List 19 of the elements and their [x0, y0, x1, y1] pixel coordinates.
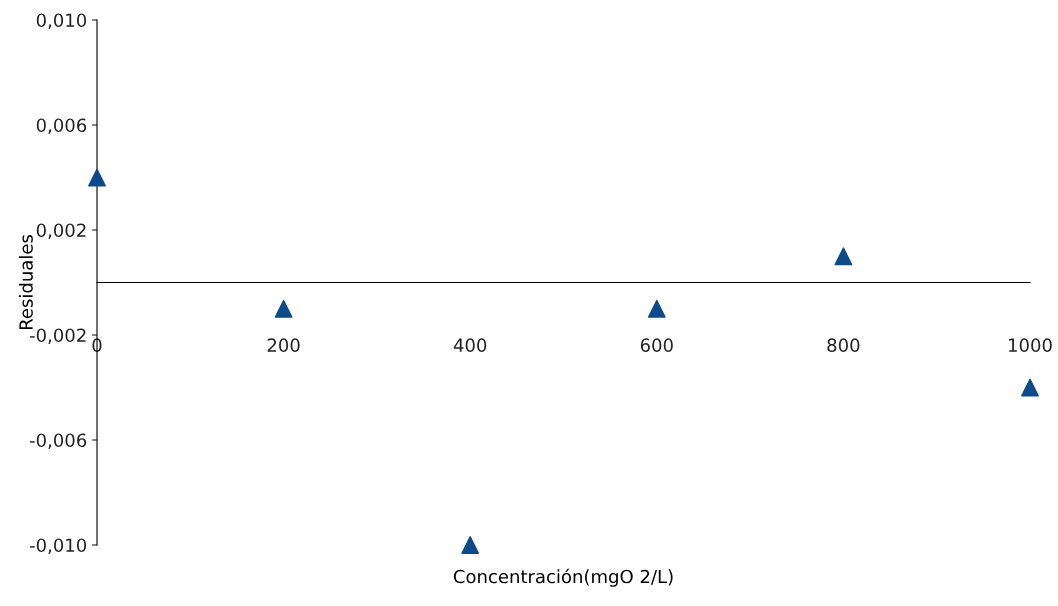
x-tick-label: 800	[827, 338, 860, 353]
y-tick-label: -0,010	[29, 538, 87, 554]
point	[274, 299, 293, 318]
x-tick-label: 1000	[1009, 338, 1052, 353]
x-axis-title: Concentración(mgO 2/L)	[453, 568, 673, 587]
y-tick-label: -0,002	[29, 328, 86, 344]
point	[1021, 378, 1039, 397]
y-tick-label: -0,006	[29, 433, 87, 449]
point	[461, 536, 480, 554]
y-tick-label: 0,010	[36, 13, 87, 29]
x-tick-label: 600	[640, 338, 673, 353]
y-tick-label: 0,006	[36, 118, 87, 134]
point	[834, 247, 853, 266]
x-tick-label: 200	[267, 338, 300, 353]
point	[88, 168, 106, 187]
y-tick-label: 0,002	[36, 223, 86, 239]
y-axis-title: Residuales	[18, 235, 33, 330]
point	[647, 299, 666, 318]
x-tick-label: 400	[453, 338, 487, 353]
